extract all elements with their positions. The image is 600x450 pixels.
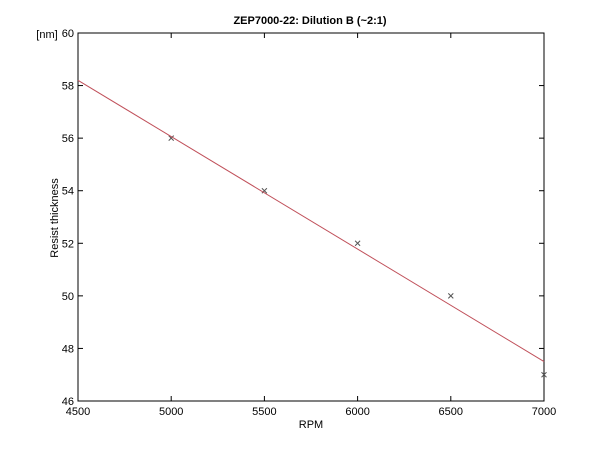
y-tick-label: 46 [62, 396, 74, 408]
y-tick-label: 52 [62, 238, 74, 250]
ticks: 4500 5000 5500 6000 6500 7000 46 48 50 52 54 56 58 60 [62, 28, 556, 418]
y-tick-label: 54 [62, 186, 74, 198]
data-point [168, 135, 175, 141]
x-tick-label: 5000 [159, 406, 183, 418]
fit-line [77, 79, 545, 362]
x-tick-label: 4500 [66, 406, 90, 418]
chart-title: ZEP7000-22: Dilution B (~2:1) [233, 15, 386, 27]
y-axis-unit: [nm] [36, 29, 57, 41]
y-tick-label: 56 [62, 133, 74, 145]
y-tick-label: 58 [62, 81, 74, 93]
x-tick-label: 6500 [439, 406, 463, 418]
data-point-stroke [447, 293, 454, 299]
data-point [354, 240, 361, 247]
y-axis-label: Resist thickness [49, 178, 61, 258]
data-point [447, 293, 454, 299]
data-point-stroke [168, 135, 175, 141]
data-point-stroke [541, 371, 547, 378]
y-tick-label: 50 [62, 291, 74, 303]
data-point [541, 371, 547, 378]
x-tick-label: 7000 [532, 406, 556, 418]
y-tick-label: 48 [62, 343, 74, 355]
plot-area [77, 32, 545, 402]
data-point-stroke [354, 240, 361, 247]
x-tick-label: 6000 [345, 406, 369, 418]
x-axis-label: RPM [299, 419, 323, 431]
y-tick-label: 60 [62, 28, 74, 40]
x-tick-label: 5500 [252, 406, 276, 418]
marks [77, 79, 547, 378]
